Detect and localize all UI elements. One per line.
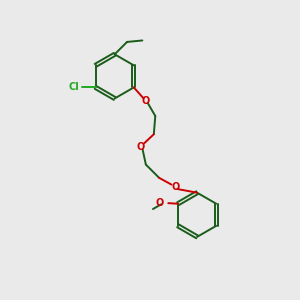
Text: Cl: Cl [69, 82, 79, 92]
Text: O: O [171, 182, 179, 192]
Text: O: O [142, 96, 150, 106]
Text: O: O [136, 142, 145, 152]
Text: O: O [156, 198, 164, 208]
